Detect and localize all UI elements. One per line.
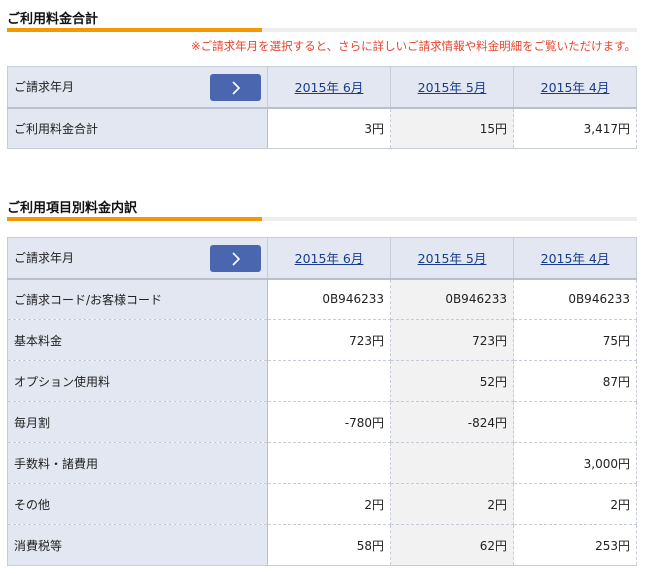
row-label: 基本料金	[7, 319, 268, 361]
value-cell: 2円	[390, 483, 514, 525]
table-row: ご利用料金合計 3円 15円 3,417円	[7, 107, 637, 149]
month-link-2015-05[interactable]: 2015年 5月	[417, 251, 487, 267]
value-cell: -824円	[390, 401, 514, 443]
value-cell: 62円	[390, 524, 514, 566]
section-divider-breakdown	[7, 217, 637, 221]
total-table: ご請求年月 2015年 6月 2015年 5月 2015年 4月 ご利用料金合計…	[7, 66, 637, 149]
value-cell: 2円	[267, 483, 391, 525]
value-cell: 15円	[390, 107, 514, 149]
value-cell: 52円	[390, 360, 514, 402]
table-header-row: ご請求年月 2015年 6月 2015年 5月 2015年 4月	[7, 66, 637, 109]
value-cell: 0B946233	[513, 278, 637, 320]
chevron-right-icon	[231, 80, 240, 95]
value-cell: 3,000円	[513, 442, 637, 484]
value-cell	[513, 401, 637, 443]
row-label: 手数料・諸費用	[7, 442, 268, 484]
table-header-row: ご請求年月 2015年 6月 2015年 5月 2015年 4月	[7, 237, 637, 280]
value-cell: 75円	[513, 319, 637, 361]
value-cell	[390, 442, 514, 484]
value-cell: 0B946233	[390, 278, 514, 320]
month-link-2015-06[interactable]: 2015年 6月	[294, 80, 364, 96]
section-title-total: ご利用料金合計	[7, 12, 99, 27]
row-label: オプション使用料	[7, 360, 268, 402]
table-row: 毎月割 -780円 -824円	[7, 401, 637, 443]
breakdown-table: ご請求年月 2015年 6月 2015年 5月 2015年 4月 ご請求コード/…	[7, 237, 637, 566]
value-cell: 723円	[267, 319, 391, 361]
billing-month-label: ご請求年月	[14, 80, 75, 95]
notice-text: ※ご請求年月を選択すると、さらに詳しいご請求情報や料金明細をご覧いただけます。	[190, 39, 636, 53]
value-cell: 253円	[513, 524, 637, 566]
month-cell: 2015年 6月	[267, 237, 391, 280]
next-months-button[interactable]	[210, 74, 261, 101]
value-cell: 58円	[267, 524, 391, 566]
value-cell: 3,417円	[513, 107, 637, 149]
chevron-right-icon	[231, 251, 240, 266]
value-cell: 3円	[267, 107, 391, 149]
table-row: ご請求コード/お客様コード 0B946233 0B946233 0B946233	[7, 278, 637, 320]
row-label: ご利用料金合計	[7, 107, 268, 149]
value-cell: -780円	[267, 401, 391, 443]
month-link-2015-05[interactable]: 2015年 5月	[417, 80, 487, 96]
value-cell: 2円	[513, 483, 637, 525]
row-label: ご請求コード/お客様コード	[7, 278, 268, 320]
table-row: その他 2円 2円 2円	[7, 483, 637, 525]
row-label: その他	[7, 483, 268, 525]
table-row: 基本料金 723円 723円 75円	[7, 319, 637, 361]
section-title-breakdown: ご利用項目別料金内訳	[7, 201, 138, 216]
month-cell: 2015年 6月	[267, 66, 391, 109]
row-label: 消費税等	[7, 524, 268, 566]
billing-month-label: ご請求年月	[14, 251, 75, 266]
month-cell: 2015年 5月	[390, 237, 514, 280]
value-cell	[267, 360, 391, 402]
table-row: 消費税等 58円 62円 253円	[7, 524, 637, 566]
month-link-2015-04[interactable]: 2015年 4月	[540, 80, 610, 96]
next-months-button[interactable]	[210, 245, 261, 272]
row-label: 毎月割	[7, 401, 268, 443]
billing-month-header: ご請求年月	[7, 66, 268, 109]
value-cell: 87円	[513, 360, 637, 402]
month-link-2015-04[interactable]: 2015年 4月	[540, 251, 610, 267]
month-link-2015-06[interactable]: 2015年 6月	[294, 251, 364, 267]
month-cell: 2015年 4月	[513, 237, 637, 280]
value-cell	[267, 442, 391, 484]
value-cell: 0B946233	[267, 278, 391, 320]
table-row: オプション使用料 52円 87円	[7, 360, 637, 402]
month-cell: 2015年 5月	[390, 66, 514, 109]
section-divider-total	[7, 28, 637, 32]
month-cell: 2015年 4月	[513, 66, 637, 109]
value-cell: 723円	[390, 319, 514, 361]
billing-month-header: ご請求年月	[7, 237, 268, 280]
table-row: 手数料・諸費用 3,000円	[7, 442, 637, 484]
